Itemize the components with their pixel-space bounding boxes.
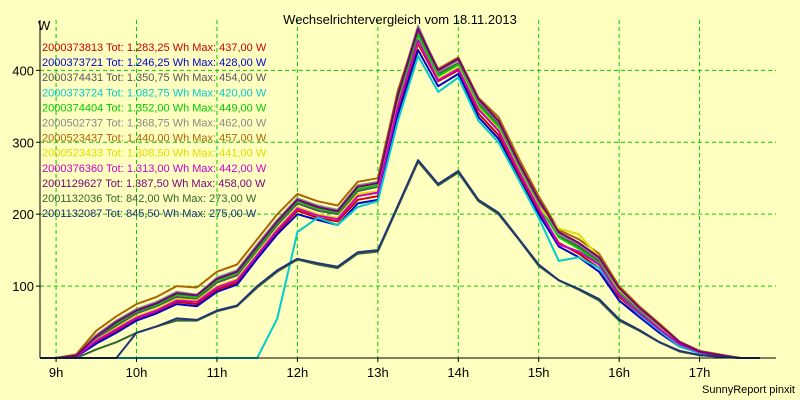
legend-entry-2000373724: 2000373724 Tot: 1.082,75 Wh Max: 420,00 … (42, 87, 267, 99)
legend-entry-2000523433: 2000523433 Tot: 1.308,50 Wh Max: 441,00 … (42, 148, 267, 160)
series-line-2000523437 (40, 28, 760, 359)
legend-entry-2000373813: 2000373813 Tot: 1.283,25 Wh Max: 437,00 … (42, 42, 267, 54)
legend-entry-2000376360: 2000376360 Tot: 1.313,00 Wh Max: 442,00 … (42, 163, 267, 175)
y-tick-label: 400 (12, 63, 34, 78)
y-tick-label: 100 (12, 279, 34, 294)
x-tick-label: 16h (608, 365, 630, 380)
axes (39, 20, 776, 359)
y-tick-label: 200 (12, 207, 34, 222)
series-line-2001129627 (40, 27, 760, 359)
footer-credit: SunnyReport pinxit (702, 384, 795, 396)
legend-entry-2001132036: 2001132036 Tot: 842,00 Wh Max: 273,00 W (42, 193, 257, 205)
legend-entry-2000523437: 2000523437 Tot: 1.440,00 Wh Max: 457,00 … (42, 133, 267, 145)
series-line-2000376360 (40, 39, 760, 359)
x-tick-label: 17h (689, 365, 711, 380)
series-lines (40, 24, 760, 359)
x-tick-label: 14h (447, 365, 469, 380)
x-tick-label: 13h (367, 365, 389, 380)
x-tick-label: 10h (126, 365, 148, 380)
legend: 2000373813 Tot: 1.283,25 Wh Max: 437,00 … (42, 42, 267, 220)
legend-entry-2001129627: 2001129627 Tot: 1.387,50 Wh Max: 458,00 … (42, 178, 266, 190)
legend-entry-2000373721: 2000373721 Tot: 1.246,25 Wh Max: 428,00 … (42, 57, 267, 69)
y-tick-label: 300 (12, 135, 34, 150)
x-tick-label: 12h (287, 365, 309, 380)
x-tick-label: 11h (207, 365, 228, 380)
y-axis-unit: W (38, 18, 51, 33)
legend-entry-2000374431: 2000374431 Tot: 1.350,75 Wh Max: 454,00 … (42, 72, 267, 84)
x-tick-label: 9h (49, 365, 63, 380)
legend-entry-2001132087: 2001132087 Tot: 845,50 Wh Max: 275,00 W (42, 208, 257, 220)
tick-labels: 9h 10h 11h 12h 13h 14h 15h 16h 17h 100 200 300 400 (12, 63, 710, 380)
series-line-2000373721 (40, 49, 760, 359)
x-tick-label: 15h (528, 365, 550, 380)
series-line-2001132087 (40, 159, 760, 359)
legend-entry-2000502737: 2000502737 Tot: 1.368,75 Wh Max: 462,00 … (42, 118, 267, 130)
legend-entry-2000374404: 2000374404 Tot: 1.352,00 Wh Max: 449,00 … (42, 102, 267, 114)
chart-title: Wechselrichtervergleich vom 18.11.2013 (283, 12, 517, 27)
